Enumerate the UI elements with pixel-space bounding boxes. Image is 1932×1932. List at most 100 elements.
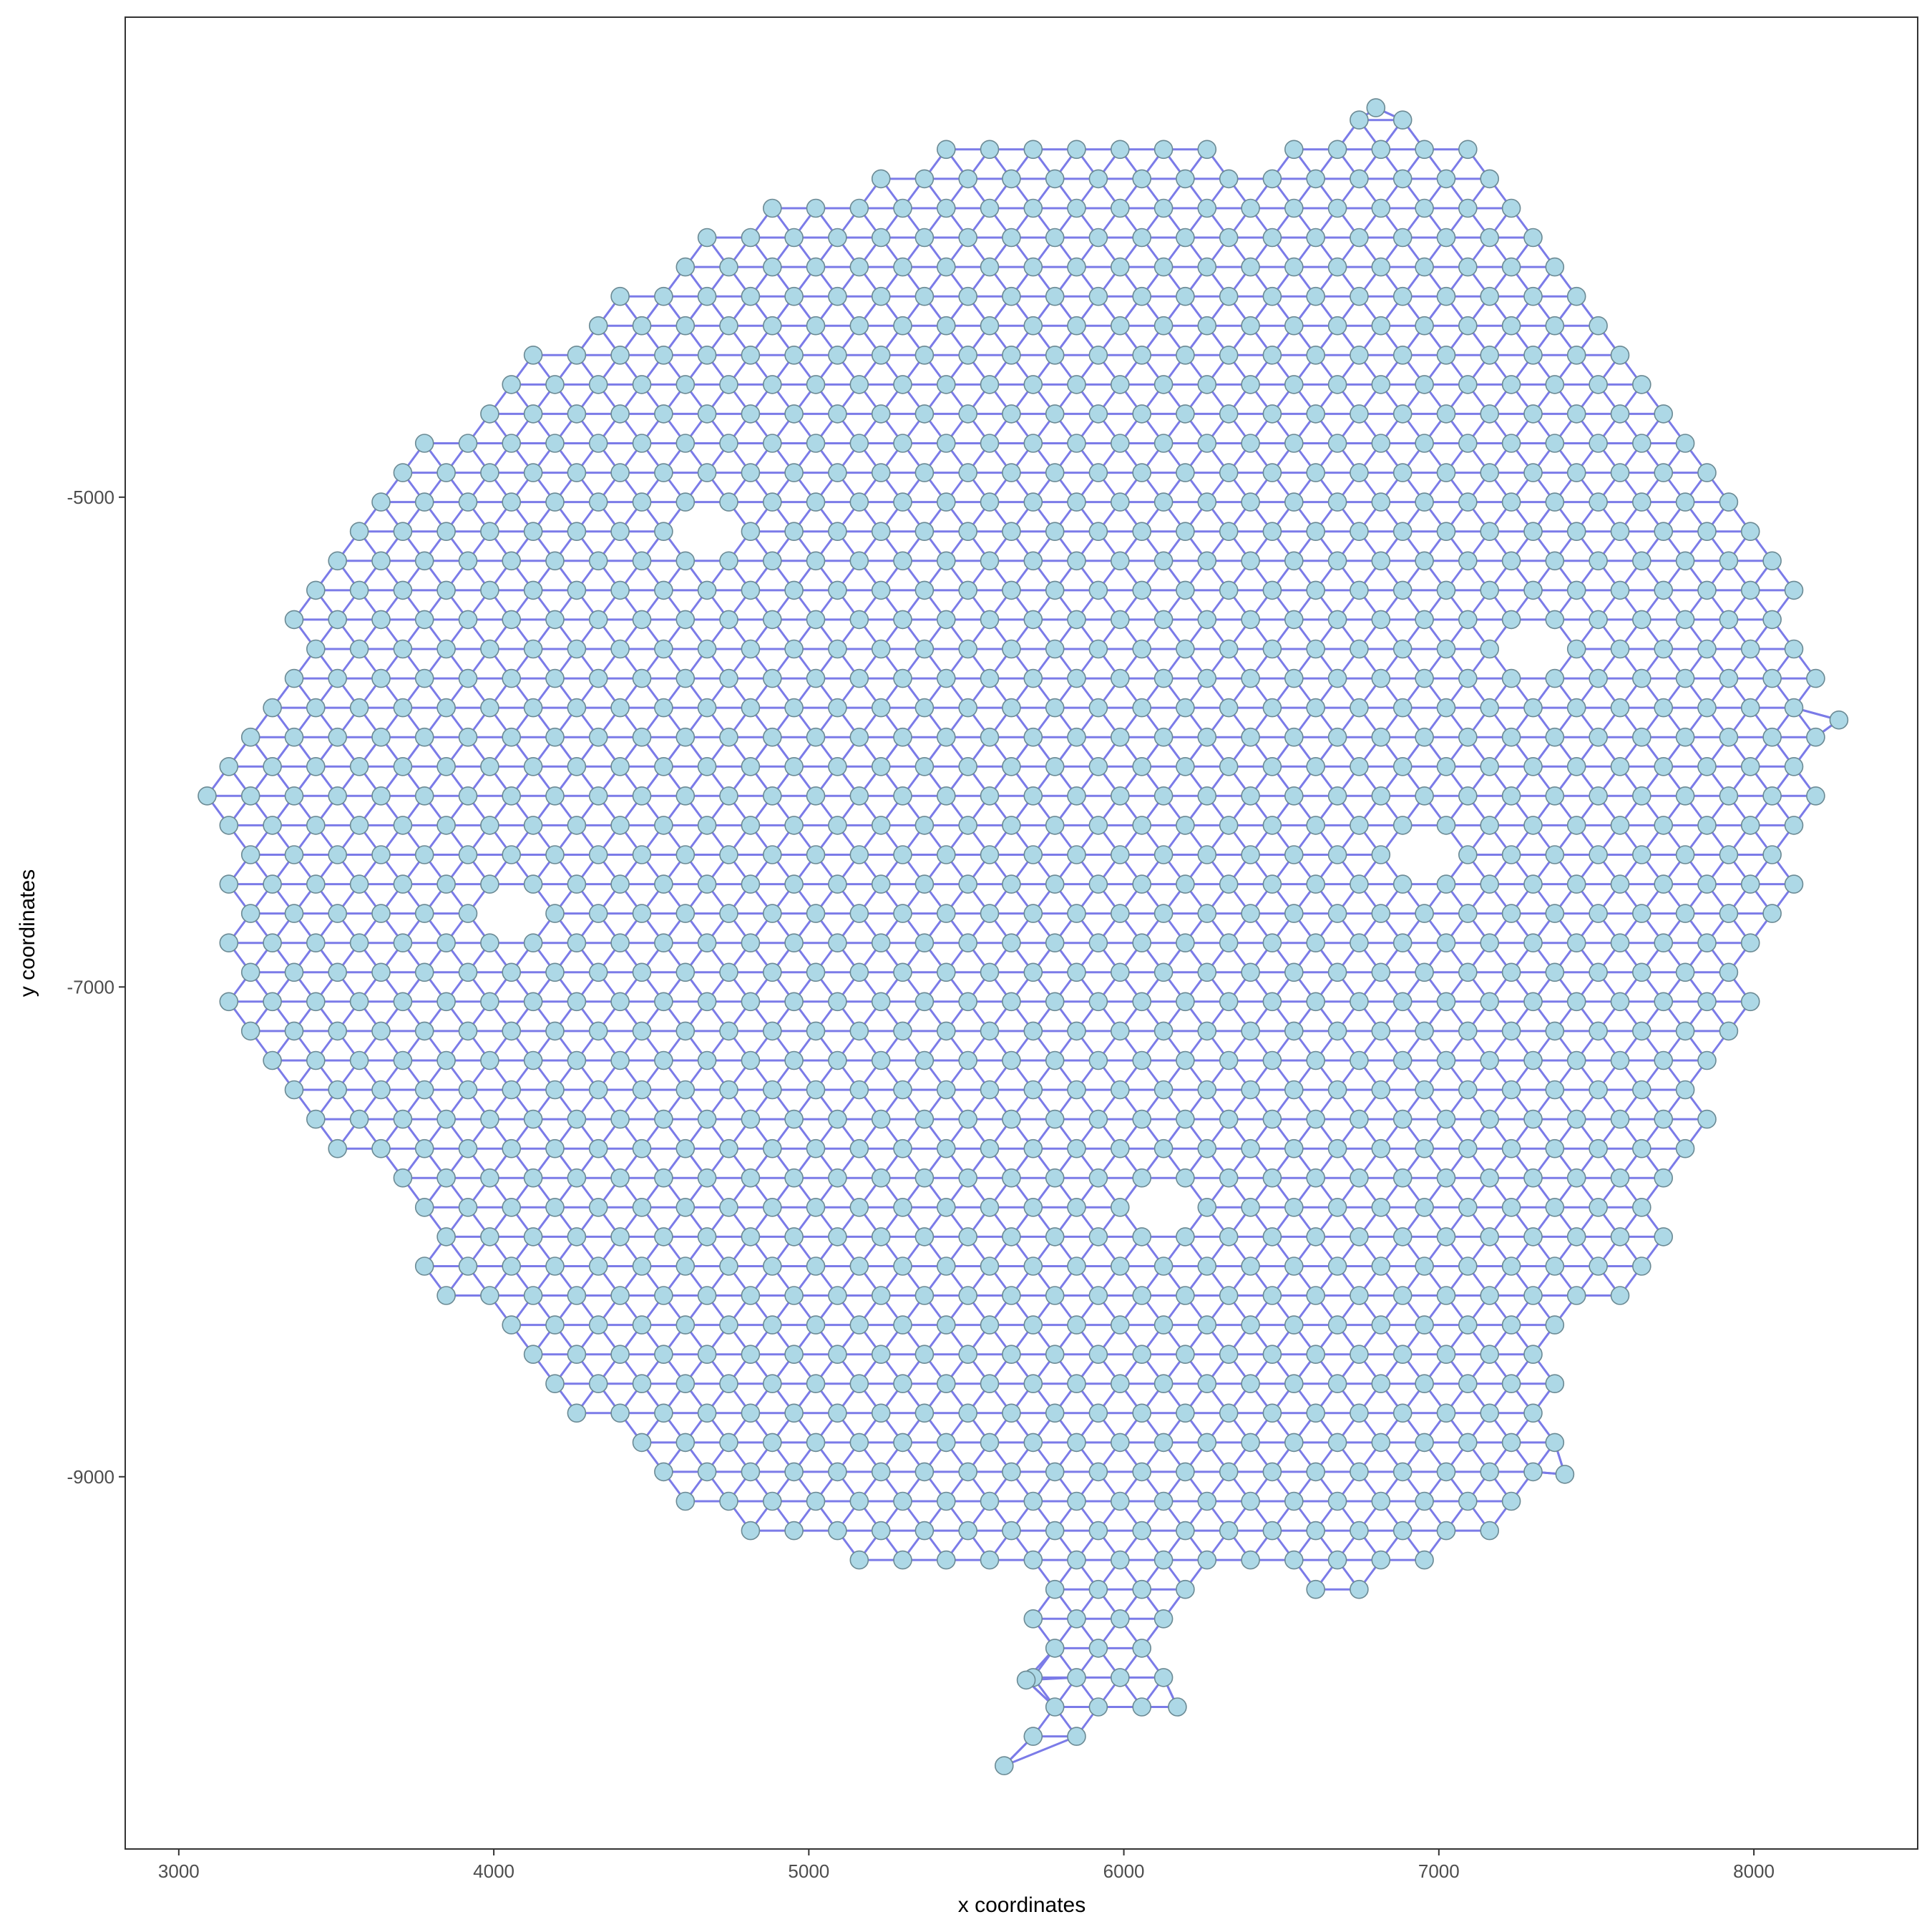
spot-point <box>1697 933 1717 952</box>
spot-point <box>610 874 630 894</box>
spot-point <box>545 1374 565 1393</box>
spot-point <box>1111 1315 1130 1335</box>
spot-point <box>1262 1521 1282 1541</box>
spot-point <box>306 1109 326 1129</box>
spot-point <box>849 1433 869 1453</box>
spot-point <box>828 1462 847 1482</box>
spot-point <box>1262 874 1282 894</box>
spot-point <box>393 816 413 835</box>
spot-point <box>1023 1550 1043 1570</box>
spot-point <box>1262 1462 1282 1482</box>
spot-point <box>784 1109 804 1129</box>
spot-point <box>1350 1168 1369 1188</box>
spot-point <box>980 962 1000 982</box>
spot-point <box>284 962 304 982</box>
spot-point <box>414 845 434 864</box>
spot-point <box>914 1403 935 1423</box>
spot-point <box>1632 904 1652 923</box>
spot-point <box>719 1315 738 1335</box>
spot-point <box>697 816 717 835</box>
spot-point <box>1371 1138 1391 1158</box>
spot-point <box>1589 1080 1608 1100</box>
spot-point <box>937 904 956 923</box>
spot-point <box>263 992 282 1012</box>
spot-point <box>1262 1050 1282 1070</box>
spot-point <box>893 1138 912 1158</box>
spot-point <box>697 933 717 952</box>
spot-point <box>414 962 434 982</box>
spot-point <box>849 1138 869 1158</box>
spot-point <box>1306 874 1325 894</box>
spot-point <box>1675 1080 1695 1100</box>
spot-point <box>1327 845 1347 864</box>
spot-point <box>1610 816 1630 835</box>
spot-point <box>436 1050 456 1070</box>
spot-point <box>1241 1491 1260 1511</box>
spot-point <box>1176 874 1195 894</box>
spot-point <box>1350 1050 1369 1070</box>
spot-point <box>567 816 587 835</box>
spot-point <box>1153 1315 1174 1335</box>
spot-point <box>1306 1403 1325 1423</box>
spot-point <box>393 1109 413 1129</box>
spot-point <box>1153 1668 1174 1687</box>
spot-point <box>914 933 935 952</box>
spot-point <box>849 1021 869 1041</box>
spot-point <box>1132 816 1151 835</box>
spot-point <box>849 1491 869 1511</box>
spot-point <box>219 874 239 894</box>
spot-point <box>1371 904 1391 923</box>
spot-point <box>1045 1345 1065 1364</box>
spot-point <box>1458 1080 1478 1100</box>
spot-point <box>914 1462 935 1482</box>
spot-point <box>1088 1109 1108 1129</box>
spot-point <box>871 1403 891 1423</box>
spot-point <box>1523 1109 1543 1129</box>
spot-point <box>1153 1138 1174 1158</box>
spot-point <box>1219 1168 1239 1188</box>
spot-point <box>1111 1080 1130 1100</box>
spot-point <box>1458 786 1478 806</box>
spot-point <box>893 904 912 923</box>
spot-point <box>784 874 804 894</box>
spot-point <box>1327 1374 1347 1393</box>
spot-point <box>1262 816 1282 835</box>
spot-point <box>1241 1138 1260 1158</box>
spot-point <box>1197 1550 1217 1570</box>
spot-point <box>1153 1433 1174 1453</box>
spot-point <box>610 1109 630 1129</box>
spot-point <box>632 1315 652 1335</box>
spot-point <box>914 1286 935 1305</box>
spot-point <box>1111 904 1130 923</box>
spot-point <box>1023 1315 1043 1335</box>
spot-point <box>393 874 413 894</box>
spot-point <box>763 1315 782 1335</box>
spot-point <box>1219 874 1239 894</box>
spot-point <box>914 1109 935 1129</box>
spot-point <box>1350 816 1369 835</box>
spot-point <box>284 786 304 806</box>
spot-point <box>632 962 652 982</box>
spot-point <box>1545 1198 1565 1217</box>
spot-point <box>806 786 826 806</box>
spot-point <box>1392 874 1413 894</box>
spot-point <box>480 816 499 835</box>
spot-point <box>871 1286 891 1305</box>
spot-point <box>980 786 1000 806</box>
spot-point <box>1176 933 1195 952</box>
spot-point <box>914 1227 935 1246</box>
spot-point <box>697 1345 717 1364</box>
spot-point <box>1566 816 1586 835</box>
spot-point <box>1371 1433 1391 1453</box>
spot-point <box>1327 786 1347 806</box>
spot-point <box>958 1521 977 1541</box>
spot-point <box>1654 816 1673 835</box>
spot-point <box>1132 933 1151 952</box>
spot-point <box>675 904 696 923</box>
spot-point <box>1045 1168 1065 1188</box>
spot-point <box>1327 1491 1347 1511</box>
spot-point <box>1610 1109 1630 1129</box>
spot-point <box>1545 1138 1565 1158</box>
spot-point <box>1197 1198 1217 1217</box>
spot-point <box>675 1080 696 1100</box>
